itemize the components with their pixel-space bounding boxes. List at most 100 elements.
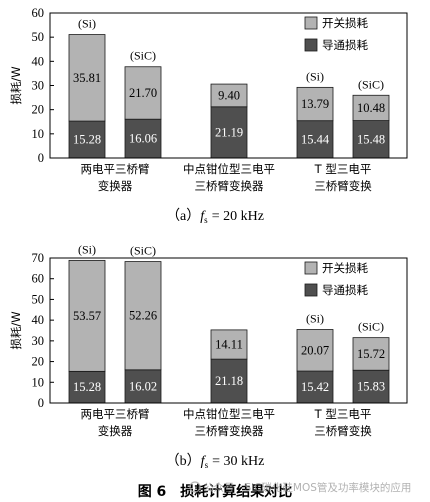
y-axis-label: 损耗/W [9, 311, 23, 349]
bar-value-label: 21.18 [215, 374, 243, 388]
caption-variable: f [200, 209, 206, 224]
device-type-label: (SiC) [358, 320, 384, 334]
category-label: 三桥臂变换 [314, 424, 372, 438]
y-tick-label: 60 [32, 272, 45, 286]
category-label: 三桥臂变换 [314, 179, 372, 193]
subfigure-caption: （b）fs = 30 kHz [166, 453, 265, 470]
category-label: T 型三电平 [314, 162, 372, 176]
bar-value-label: 15.28 [73, 133, 101, 147]
bar-value-label: 15.83 [357, 380, 385, 394]
device-type-label: (SiC) [130, 49, 156, 63]
y-tick-label: 10 [32, 375, 45, 389]
plot-frame [49, 12, 408, 159]
bar-value-label: 14.11 [215, 338, 243, 352]
switching-loss-segment [68, 259, 106, 372]
switching-loss-segment [124, 66, 162, 120]
legend-swatch [304, 38, 318, 52]
bar-value-label: 15.72 [357, 347, 385, 361]
legend-label: 导通损耗 [322, 38, 368, 52]
stacked-bar: 16.06 21.70 (SiC) [124, 49, 162, 159]
bar-value-label: 15.42 [301, 380, 329, 394]
y-tick-label: 30 [32, 79, 45, 93]
bar-value-label: 15.28 [73, 380, 101, 394]
category-label: 两电平三桥臂 [81, 162, 150, 176]
legend-label: 开关损耗 [322, 261, 368, 275]
conduction-loss-segment [296, 120, 334, 159]
stacked-bar: 15.83 15.72 (SiC) [352, 320, 390, 404]
stacked-bar: 15.28 35.81 (Si) [68, 17, 106, 159]
y-tick-label: 50 [32, 30, 45, 44]
watermark-logo-icon [189, 481, 201, 493]
switching-loss-segment [352, 337, 390, 371]
y-tick-label: 30 [32, 334, 45, 348]
caption-value: = 20 kHz [212, 209, 264, 224]
device-type-label: (SiC) [130, 244, 156, 258]
caption-subscript: s [205, 460, 209, 470]
bar-value-label: 35.81 [73, 71, 101, 85]
y-tick-label: 60 [32, 6, 45, 20]
chart-panel: 损耗/W 0 10 20 30 40 50 60 70 15.28 53.57 (Si) 16.02 52… [9, 242, 408, 470]
plot-frame [49, 257, 408, 404]
switching-loss-segment [352, 94, 390, 121]
category-label: 中点钳位型三电平 [183, 162, 275, 176]
caption-label: （a） [166, 208, 200, 224]
category-label: 三桥臂变换器 [195, 179, 264, 193]
stacked-bar: 15.42 20.07 (Si) [296, 311, 334, 404]
y-tick-label: 0 [38, 396, 44, 410]
switching-loss-segment [296, 86, 334, 122]
bar-value-label: 10.48 [357, 101, 385, 115]
chart-panel: 损耗/W 0 10 20 30 40 50 60 15.28 35.81 (Si) 16.06 21.7… [9, 6, 408, 225]
y-tick-label: 0 [38, 151, 44, 165]
category-label: 三桥臂变换器 [195, 424, 264, 438]
caption-label: （b） [166, 453, 201, 469]
bar-value-label: 21.19 [215, 125, 243, 139]
bar-value-label: 9.40 [218, 88, 240, 102]
switching-loss-segment [68, 34, 106, 122]
category-label: 两电平三桥臂 [81, 407, 150, 421]
legend-swatch [304, 283, 318, 297]
stacked-bar: 16.02 52.26 (SiC) [124, 244, 162, 404]
y-tick-label: 20 [32, 355, 45, 369]
stacked-bar: 15.48 10.48 (SiC) [352, 77, 390, 159]
switching-loss-segment [210, 83, 248, 108]
y-tick-label: 50 [32, 292, 45, 306]
caption-value: = 30 kHz [212, 454, 264, 469]
caption-variable: f [201, 454, 207, 469]
bar-value-label: 20.07 [301, 343, 329, 357]
device-type-label: (SiC) [358, 77, 384, 91]
legend-swatch [304, 261, 318, 275]
chart-panels: 损耗/W 0 10 20 30 40 50 60 15.28 35.81 (Si) 16.06 21.7… [9, 6, 408, 470]
bar-value-label: 16.02 [129, 379, 157, 393]
y-tick-label: 40 [32, 313, 45, 327]
legend-swatch [304, 16, 318, 30]
category-label: 变换器 [98, 179, 133, 193]
subfigure-caption: （a）fs = 20 kHz [166, 208, 264, 225]
device-type-label: (Si) [306, 311, 324, 325]
bar-value-label: 52.26 [129, 309, 157, 323]
switching-loss-segment [124, 261, 162, 371]
conduction-loss-segment [124, 118, 162, 159]
device-type-label: (Si) [78, 17, 96, 31]
figure-caption-text: 图 6 损耗计算结果对比 [138, 483, 293, 500]
caption-subscript: s [204, 215, 208, 225]
bar-value-label: 15.48 [357, 132, 385, 146]
bar-value-label: 13.79 [301, 97, 329, 111]
legend-label: 导通损耗 [322, 283, 368, 297]
conduction-loss-segment [296, 370, 334, 404]
bar-value-label: 21.70 [129, 86, 157, 100]
bar-value-label: 53.57 [73, 309, 101, 323]
figure-caption: 图 6 损耗计算结果对比 [138, 483, 293, 500]
bar-value-label: 16.06 [129, 132, 157, 146]
stacked-bar: 21.19 9.40 [210, 83, 248, 159]
switching-loss-segment [210, 329, 248, 360]
y-axis-label: 损耗/W [9, 66, 23, 104]
legend-label: 开关损耗 [322, 16, 368, 30]
switching-loss-segment [296, 329, 334, 372]
device-type-label: (Si) [306, 69, 324, 83]
